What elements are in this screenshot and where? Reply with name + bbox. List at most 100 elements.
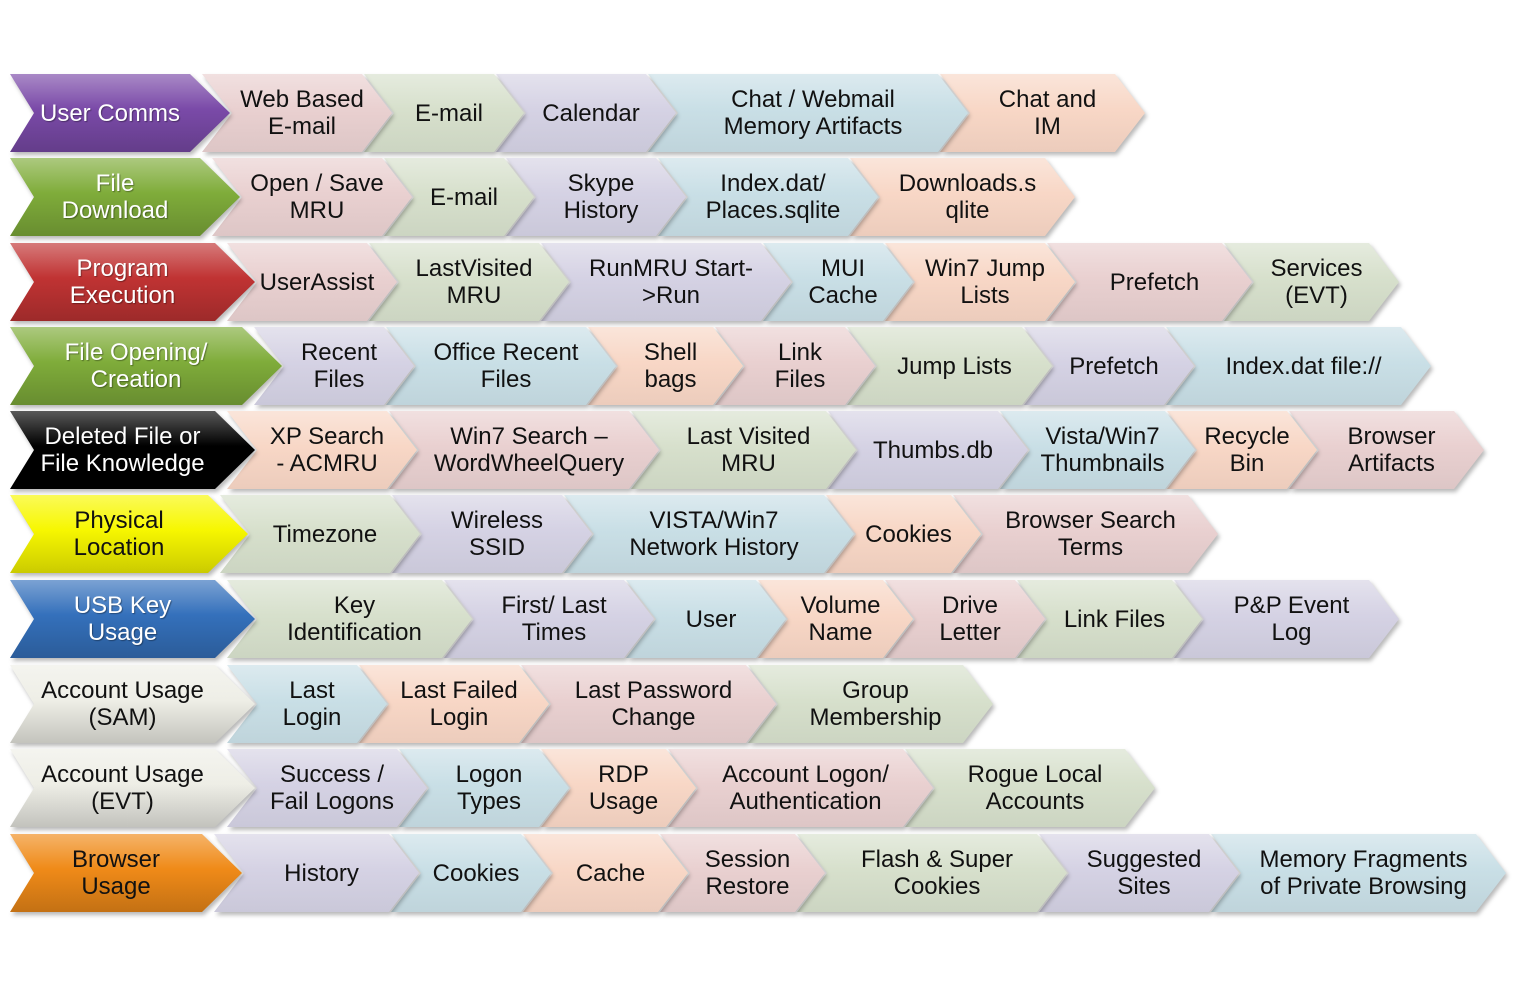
artifact-chevron-shape	[1211, 834, 1506, 912]
artifact-label: Success / Fail Logons	[269, 761, 395, 815]
artifact-label: User	[685, 605, 737, 633]
artifact-chevron: P&P Event Log	[1174, 580, 1399, 658]
artifact-label: Cache	[575, 859, 646, 887]
category-chevron: Account Usage (EVT)	[10, 749, 255, 827]
diagram-row: P&P Event Log Link Files Drive Letter Volum…	[0, 580, 1521, 658]
artifact-chevron-shape	[1166, 327, 1431, 405]
artifact-chevron: RDP Usage	[541, 749, 696, 827]
category-chevron-shape	[10, 327, 282, 405]
artifact-chevron: Services (EVT)	[1224, 243, 1399, 321]
diagram-row: Index.dat file:// Prefetch Jump Lists Link …	[0, 327, 1521, 405]
artifact-chevron-shape	[389, 411, 659, 489]
artifact-label: E-mail	[429, 183, 498, 211]
artifact-label: Last Failed Login	[400, 677, 518, 731]
artifact-chevron-shape	[202, 74, 392, 152]
category-chevron: Account Usage (SAM)	[10, 665, 255, 743]
artifact-chevron-shape	[227, 411, 417, 489]
artifact-chevron-shape	[1289, 411, 1484, 489]
artifact-chevron: Index.dat file://	[1166, 327, 1431, 405]
artifact-label: Index.dat/ Places.sqlite	[705, 170, 841, 224]
artifact-chevron: Shell bags	[588, 327, 743, 405]
diagram-row: Downloads.s qlite Index.dat/ Places.sqlit…	[0, 158, 1521, 236]
artifact-chevron: First/ Last Times	[444, 580, 654, 658]
artifact-chevron-shape	[668, 749, 933, 827]
artifact-label: Key Identification	[287, 592, 422, 646]
category-chevron-shape	[10, 74, 230, 152]
artifact-chevron-shape	[212, 158, 412, 236]
artifact-label: Web Based E-mail	[240, 86, 364, 140]
artifact-label: MUI Cache	[808, 255, 878, 309]
artifact-label: Calendar	[542, 99, 640, 127]
artifact-label: Jump Lists	[897, 352, 1012, 380]
artifact-label: Prefetch	[1109, 268, 1200, 296]
artifact-chevron: Vista/Win7 Thumbnails	[1000, 411, 1195, 489]
artifact-chevron: Key Identification	[227, 580, 472, 658]
artifact-label: History	[284, 859, 359, 887]
artifact-label: VISTA/Win7 Network History	[629, 507, 799, 561]
category-chevron: Program Execution	[10, 243, 255, 321]
artifact-label: First/ Last Times	[501, 592, 607, 646]
diagram-row: Services (EVT) Prefetch Win7 Jump Lists MUI…	[0, 243, 1521, 321]
artifact-label: P&P Event Log	[1233, 592, 1350, 646]
artifact-chevron: Last Visited MRU	[631, 411, 856, 489]
artifact-chevron: Open / Save MRU	[212, 158, 412, 236]
artifact-chevron-shape	[940, 74, 1145, 152]
artifact-label: LastVisited MRU	[415, 255, 533, 309]
artifact-chevron: Last Failed Login	[359, 665, 549, 743]
artifact-label: RDP Usage	[588, 761, 659, 815]
artifact-chevron: LastVisited MRU	[369, 243, 569, 321]
diagram-row: Group Membership Last Password Change Last…	[0, 665, 1521, 743]
artifact-chevron: Index.dat/ Places.sqlite	[658, 158, 878, 236]
artifact-chevron: Browser Artifacts	[1289, 411, 1484, 489]
artifact-label: Cookies	[865, 520, 952, 548]
artifact-chevron: VISTA/Win7 Network History	[564, 495, 854, 573]
category-chevron-shape	[10, 834, 242, 912]
artifact-chevron: Downloads.s qlite	[850, 158, 1075, 236]
category-chevron-shape	[10, 749, 255, 827]
category-label: Deleted File or File Knowledge	[40, 423, 205, 477]
artifact-chevron: Last Password Change	[521, 665, 776, 743]
artifact-chevron-shape	[359, 665, 549, 743]
artifact-chevron-shape	[748, 665, 993, 743]
artifact-chevron-shape	[369, 243, 569, 321]
artifact-label: Chat and IM	[998, 86, 1097, 140]
artifact-label: Win7 Search – WordWheelQuery	[433, 423, 625, 477]
artifact-label: Rogue Local Accounts	[967, 761, 1103, 815]
artifact-chevron: Cookies	[391, 834, 551, 912]
category-chevron: Browser Usage	[10, 834, 242, 912]
artifact-chevron: Win7 Search – WordWheelQuery	[389, 411, 659, 489]
category-chevron-shape	[10, 580, 255, 658]
artifact-chevron-shape	[220, 495, 420, 573]
category-chevron: File Opening/ Creation	[10, 327, 282, 405]
artifact-chevron-shape	[444, 580, 654, 658]
artifact-chevron-shape	[564, 495, 854, 573]
category-chevron-shape	[10, 495, 248, 573]
artifact-chevron: Calendar	[496, 74, 676, 152]
artifact-label: Logon Types	[455, 761, 523, 815]
artifact-label: Browser Artifacts	[1347, 423, 1436, 477]
artifact-chevron: Success / Fail Logons	[227, 749, 427, 827]
artifact-label: Win7 Jump Lists	[924, 255, 1046, 309]
artifact-chevron: Skype History	[506, 158, 686, 236]
artifact-chevron: Rogue Local Accounts	[905, 749, 1155, 827]
diagram-row: Browser Artifacts Recycle Bin Vista/Win7 T…	[0, 411, 1521, 489]
artifact-chevron: Logon Types	[399, 749, 569, 827]
artifact-chevron-shape	[797, 834, 1067, 912]
artifact-chevron-shape	[541, 243, 791, 321]
category-chevron-shape	[10, 665, 255, 743]
artifact-label: RunMRU Start- >Run	[588, 255, 754, 309]
artifact-label: XP Search - ACMRU	[269, 423, 385, 477]
artifact-chevron-shape	[386, 327, 616, 405]
artifact-chevron-shape	[828, 411, 1028, 489]
artifact-label: Last Login	[282, 677, 342, 731]
artifact-label: Timezone	[272, 520, 378, 548]
artifact-chevron: Timezone	[220, 495, 420, 573]
artifact-label: Services (EVT)	[1270, 255, 1363, 309]
artifact-chevron: Jump Lists	[847, 327, 1052, 405]
artifact-label: Thumbs.db	[872, 436, 994, 464]
artifact-chevron-shape	[496, 74, 676, 152]
artifact-label: UserAssist	[259, 268, 375, 296]
artifact-label: Link Files	[774, 339, 826, 393]
category-chevron-shape	[10, 158, 240, 236]
